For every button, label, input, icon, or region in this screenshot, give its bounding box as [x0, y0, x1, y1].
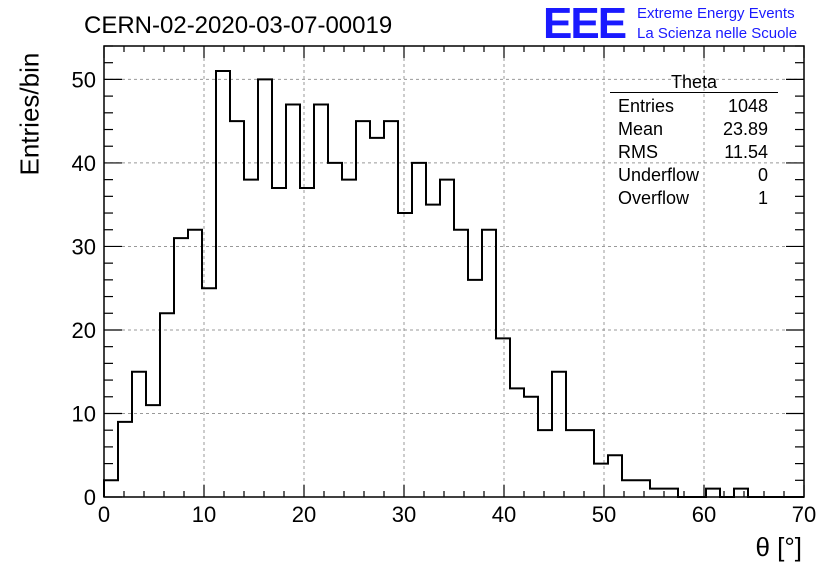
histogram-line: [103, 70, 804, 498]
stats-row: Underflow 0: [610, 164, 778, 187]
y-tick-label: 30: [72, 234, 96, 259]
stats-row: RMS 11.54: [610, 141, 778, 164]
stats-row: Entries 1048: [610, 95, 778, 118]
plot-frame: [103, 45, 805, 498]
stats-row: Mean 23.89: [610, 118, 778, 141]
x-tick-label: 70: [792, 502, 816, 527]
y-tick-label: 40: [72, 151, 96, 176]
y-tick-label: 50: [72, 67, 96, 92]
stats-value: 11.54: [724, 142, 768, 162]
stats-value: 23.89: [722, 119, 768, 139]
stats-label: RMS: [618, 142, 658, 162]
stats-label: Mean: [618, 119, 664, 139]
y-tick-label: 10: [72, 401, 96, 426]
stats-value: 1: [757, 188, 768, 208]
stats-value: 0: [757, 165, 768, 185]
x-tick-label: 10: [192, 502, 216, 527]
stats-label: Entries: [618, 96, 675, 116]
x-axis-label: θ [°]: [755, 532, 802, 562]
logo-line-2: La Scienza nelle Scuole: [637, 25, 798, 42]
y-tick-label: 20: [72, 318, 96, 343]
x-tick-label: 20: [292, 502, 316, 527]
x-tick-label: 60: [692, 502, 716, 527]
stats-box: Theta Entries 1048 Mean 23.89 RMS 11.54 Underf…: [610, 73, 778, 210]
x-tick-label: 0: [98, 502, 110, 527]
chart-title: CERN-02-2020-03-07-00019: [84, 12, 393, 39]
stats-row: Overflow 1: [610, 187, 778, 210]
x-tick-label: 50: [592, 502, 616, 527]
eee-logo: EEE: [543, 0, 627, 48]
stats-value: 1048: [727, 96, 768, 116]
logo-line-1: Extreme Energy Events: [637, 5, 795, 22]
stats-label: Underflow: [618, 165, 700, 185]
x-tick-label: 30: [392, 502, 416, 527]
x-tick-label: 40: [492, 502, 516, 527]
logo-text: Extreme Energy Events La Scienza nelle S…: [637, 4, 797, 44]
stats-label: Overflow: [618, 188, 690, 208]
y-tick-label: 0: [84, 485, 96, 510]
stats-title: Theta: [610, 73, 778, 93]
